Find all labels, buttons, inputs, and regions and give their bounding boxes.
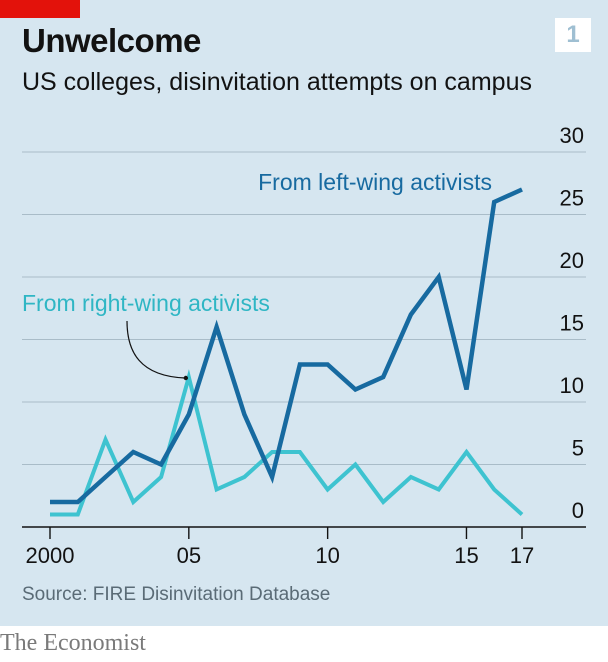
x-tick-label-2015: 15	[454, 543, 478, 568]
brand-red-tag	[0, 0, 80, 18]
y-tick-label-15: 15	[560, 311, 584, 336]
annotation-leader-line	[126, 320, 185, 379]
chart-number-badge: 1	[555, 18, 591, 52]
chart-subtitle: US colleges, disinvitation attempts on c…	[22, 68, 532, 96]
x-tick-label-2010: 10	[315, 543, 339, 568]
series-label-left-wing: From left-wing activists	[258, 169, 492, 195]
series-label-right-wing: From right-wing activists	[22, 290, 270, 316]
y-tick-label-5: 5	[572, 436, 584, 461]
y-tick-label-0: 0	[572, 498, 584, 523]
annotation-leader-dot	[183, 375, 189, 381]
y-tick-label-30: 30	[560, 123, 584, 148]
chart-title: Unwelcome	[22, 22, 201, 59]
x-tick-label-2000: 2000	[26, 543, 75, 568]
chart-panel	[0, 0, 608, 626]
x-tick-label-2017: 17	[510, 543, 534, 568]
series-line-right-wing	[50, 369, 524, 517]
y-tick-label-10: 10	[560, 373, 584, 398]
x-tick-label-2005: 05	[177, 543, 201, 568]
y-tick-label-25: 25	[560, 186, 584, 211]
source-note: Source: FIRE Disinvitation Database	[22, 584, 331, 605]
series-line-left-wing	[50, 187, 523, 505]
publisher-logo: The Economist	[0, 630, 146, 656]
y-tick-label-20: 20	[560, 248, 584, 273]
